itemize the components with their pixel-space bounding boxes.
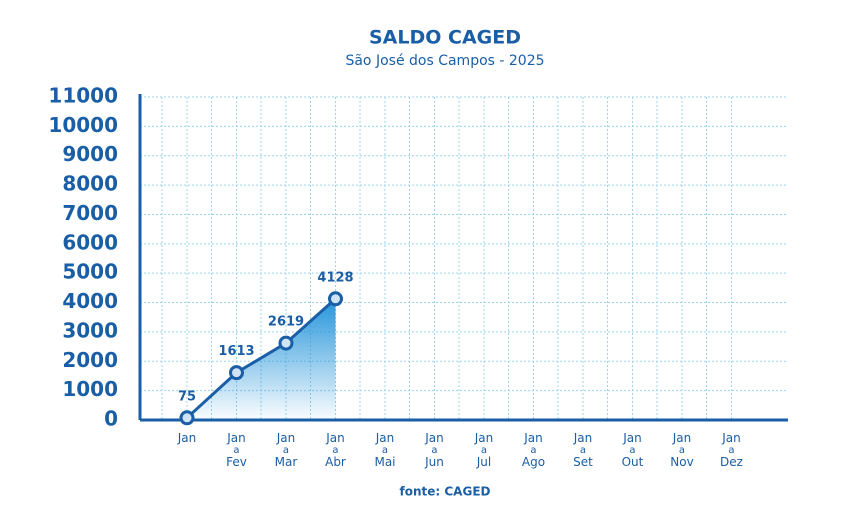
chart-title: SALDO CAGED — [369, 27, 521, 49]
point — [278, 335, 294, 351]
chart-subtitle: São José dos Campos - 2025 — [345, 53, 544, 69]
y-tick-label: 1000 — [62, 377, 118, 401]
x-tick-label: Jan a Dez — [720, 431, 743, 469]
data-label: 75 — [178, 389, 196, 404]
x-tick-label-line: Jan — [276, 431, 296, 445]
x-tick-label-line: a — [530, 445, 536, 456]
x-tick-label-line: a — [728, 445, 734, 456]
point — [179, 410, 195, 426]
y-tick-label: 4000 — [62, 289, 118, 313]
x-tick-label-line: Abr — [325, 455, 346, 469]
x-tick-label: Jan a Nov — [670, 431, 693, 469]
x-tick-label-line: Dez — [720, 455, 743, 469]
y-tick-label: 6000 — [62, 230, 118, 254]
x-tick-label-line: Jan — [177, 431, 197, 445]
x-tick-label: Jan a Ago — [522, 431, 545, 469]
x-tick-label-line: a — [332, 445, 338, 456]
x-tick-label-line: Out — [622, 455, 644, 469]
x-tick-label-line: Mar — [275, 455, 298, 469]
y-tick-label: 3000 — [62, 318, 118, 342]
x-tick-label-line: Nov — [670, 455, 693, 469]
x-tick-label-line: a — [580, 445, 586, 456]
x-tick-label: Jan a Jun — [424, 431, 444, 469]
y-tick-label: 8000 — [62, 172, 118, 196]
x-tick-label-line: Jan — [474, 431, 494, 445]
x-tick-label-line: Jan — [573, 431, 593, 445]
x-tick-label-line: a — [233, 445, 239, 456]
x-tick-label-line: a — [283, 445, 289, 456]
data-label: 2619 — [268, 315, 304, 330]
x-tick-label-line: a — [629, 445, 635, 456]
x-tick-label-line: Jan — [424, 431, 444, 445]
x-tick-label-line: Jan — [375, 431, 395, 445]
point — [229, 365, 244, 381]
x-tick-label-line: a — [679, 445, 685, 456]
y-tick-label: 10000 — [48, 113, 118, 137]
x-tick-label-line: Ago — [522, 455, 545, 469]
point — [328, 291, 343, 307]
x-tick-label: Jan — [177, 431, 197, 445]
y-tick-label: 7000 — [62, 201, 118, 225]
y-tick-label: 11000 — [48, 84, 118, 108]
source: fonte: CAGED — [400, 485, 491, 499]
x-tick-label-line: Jan — [523, 431, 543, 445]
x-tick-label-line: Jan — [226, 431, 246, 445]
x-tick-label-line: Jan — [672, 431, 692, 445]
y-tick-label: 9000 — [62, 142, 118, 166]
x-tick-label-line: Jul — [476, 455, 491, 469]
x-tick-label: Jan a Jul — [474, 431, 494, 469]
y-tick-label: 2000 — [62, 348, 118, 372]
x-tick-label-line: Jan — [721, 431, 741, 445]
x-tick-label: Jan a Fev — [226, 431, 247, 469]
x-tick-label-line: Jun — [424, 455, 444, 469]
x-tick-label-line: Fev — [226, 455, 247, 469]
data-label: 1613 — [218, 344, 254, 359]
data-label: 4128 — [317, 270, 353, 285]
x-tick-label-line: a — [431, 445, 437, 456]
x-tick-label-line: Jan — [622, 431, 642, 445]
x-tick-label: Jan a Abr — [325, 431, 346, 469]
x-tick-label: Jan a Set — [573, 431, 593, 469]
x-tick-label-line: a — [481, 445, 487, 456]
x-tick-label: Jan a Out — [622, 431, 644, 469]
x-tick-label-line: Jan — [325, 431, 345, 445]
line — [185, 297, 337, 419]
x-tick-label: Jan a Mai — [374, 431, 395, 469]
x-tick-label-line: Mai — [374, 455, 395, 469]
y-tick-label: 0 — [104, 407, 118, 431]
x-tick-label-line: Set — [573, 455, 593, 469]
x-tick-label: Jan a Mar — [275, 431, 298, 469]
y-tick-label: 5000 — [62, 260, 118, 284]
x-tick-label-line: a — [382, 445, 388, 456]
